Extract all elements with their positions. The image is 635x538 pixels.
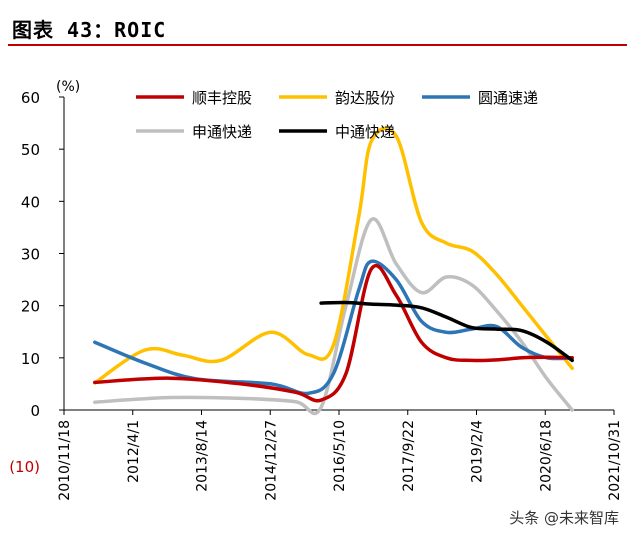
x-tick-label: 2017/9/22 xyxy=(401,420,417,492)
y-tick-label: 30 xyxy=(21,246,40,264)
x-tick-label: 2019/2/4 xyxy=(470,420,486,483)
series-line-2 xyxy=(93,126,574,385)
y-tick-label: 20 xyxy=(21,298,40,316)
y-tick-label: (10) xyxy=(9,458,40,476)
y-tick-label: 40 xyxy=(21,193,40,211)
figure-title: 图表 43：ROIC xyxy=(12,18,167,42)
y-tick-label: 0 xyxy=(30,402,40,420)
chart-axes: 60 50 40 30 20 10 0 (10) (%) 2010/11/18 2012/4/1 20… xyxy=(9,79,623,501)
legend-label: 中通快递 xyxy=(335,123,395,141)
legend-label: 顺丰控股 xyxy=(192,89,252,107)
chart-lines xyxy=(93,126,574,416)
y-tick-label: 10 xyxy=(21,350,40,368)
x-tick-label: 2014/12/27 xyxy=(263,420,279,501)
x-tick-label: 2021/10/31 xyxy=(607,420,623,501)
header-rule xyxy=(8,44,627,46)
series-line-5 xyxy=(319,300,574,363)
series-line-1 xyxy=(93,264,574,403)
y-axis-unit-label: (%) xyxy=(56,79,80,95)
watermark: 头条 @未来智库 xyxy=(509,509,619,527)
legend-label: 圆通速递 xyxy=(478,89,538,107)
legend-label: 申通快递 xyxy=(192,123,252,141)
y-tick-label: 60 xyxy=(21,89,40,107)
x-tick-label: 2012/4/1 xyxy=(126,420,142,483)
x-tick-label: 2010/11/18 xyxy=(57,420,73,501)
figure-header: 图表 43：ROIC xyxy=(0,0,635,46)
x-tick-label: 2020/6/18 xyxy=(538,420,554,492)
series-line-4 xyxy=(93,217,574,416)
x-tick-label: 2013/8/14 xyxy=(195,420,211,492)
x-tick-label: 2016/5/10 xyxy=(332,420,348,492)
legend-label: 韵达股份 xyxy=(335,89,395,107)
y-tick-label: 50 xyxy=(21,141,40,159)
